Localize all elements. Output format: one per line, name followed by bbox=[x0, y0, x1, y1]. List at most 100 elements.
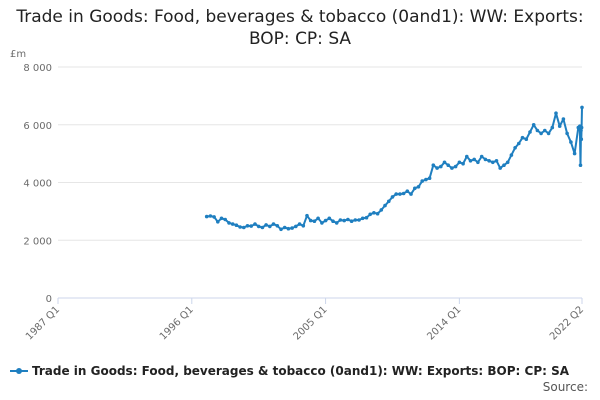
data-point[interactable] bbox=[390, 195, 395, 199]
data-point[interactable] bbox=[349, 219, 354, 223]
data-point[interactable] bbox=[249, 224, 253, 228]
data-point[interactable] bbox=[472, 157, 477, 162]
data-point[interactable] bbox=[323, 218, 328, 223]
data-point[interactable] bbox=[550, 125, 555, 130]
data-point[interactable] bbox=[379, 208, 384, 212]
data-point[interactable] bbox=[535, 128, 540, 133]
data-point[interactable] bbox=[334, 221, 339, 225]
data-point[interactable] bbox=[290, 226, 294, 230]
data-point[interactable] bbox=[234, 223, 239, 227]
data-point[interactable] bbox=[580, 105, 584, 110]
data-point[interactable] bbox=[383, 203, 387, 208]
data-point[interactable] bbox=[331, 219, 335, 223]
data-point[interactable] bbox=[468, 159, 473, 163]
data-point[interactable] bbox=[387, 199, 391, 204]
data-point[interactable] bbox=[579, 125, 584, 130]
data-point[interactable] bbox=[461, 161, 465, 166]
data-point[interactable] bbox=[268, 224, 272, 229]
data-point[interactable] bbox=[223, 217, 227, 222]
data-point[interactable] bbox=[505, 160, 510, 165]
data-point[interactable] bbox=[260, 225, 265, 230]
data-point[interactable] bbox=[275, 224, 280, 228]
data-point[interactable] bbox=[219, 216, 224, 221]
data-point[interactable] bbox=[227, 221, 231, 225]
data-point[interactable] bbox=[286, 226, 291, 231]
data-point[interactable] bbox=[308, 218, 313, 223]
data-point[interactable] bbox=[465, 154, 469, 159]
data-point[interactable] bbox=[543, 128, 547, 133]
data-point[interactable] bbox=[431, 163, 436, 167]
data-point[interactable] bbox=[557, 124, 562, 128]
data-point[interactable] bbox=[569, 140, 573, 144]
data-point[interactable] bbox=[327, 216, 332, 221]
data-point[interactable] bbox=[479, 154, 484, 159]
data-point[interactable] bbox=[578, 163, 583, 167]
data-point[interactable] bbox=[398, 192, 402, 196]
data-point[interactable] bbox=[416, 185, 421, 189]
data-point[interactable] bbox=[279, 227, 283, 232]
data-point[interactable] bbox=[531, 123, 536, 127]
data-point[interactable] bbox=[487, 159, 491, 163]
data-point[interactable] bbox=[565, 131, 569, 136]
data-point[interactable] bbox=[439, 164, 443, 169]
data-point[interactable] bbox=[320, 221, 324, 225]
data-point[interactable] bbox=[264, 223, 268, 227]
data-point[interactable] bbox=[230, 222, 235, 226]
data-point[interactable] bbox=[360, 216, 365, 221]
legend[interactable]: Trade in Goods: Food, beverages & tobacc… bbox=[10, 364, 590, 378]
data-point[interactable] bbox=[509, 153, 514, 157]
data-point[interactable] bbox=[420, 179, 425, 183]
data-point[interactable] bbox=[491, 160, 495, 165]
data-point[interactable] bbox=[483, 157, 488, 162]
data-point[interactable] bbox=[457, 160, 462, 165]
data-point[interactable] bbox=[546, 131, 551, 136]
data-point[interactable] bbox=[561, 117, 566, 121]
data-point[interactable] bbox=[539, 131, 543, 136]
data-point[interactable] bbox=[212, 215, 216, 219]
data-point[interactable] bbox=[305, 213, 309, 218]
data-point[interactable] bbox=[442, 160, 447, 165]
data-point[interactable] bbox=[513, 146, 517, 150]
data-point[interactable] bbox=[528, 130, 532, 134]
data-point[interactable] bbox=[413, 186, 417, 191]
data-point[interactable] bbox=[572, 151, 577, 156]
data-point[interactable] bbox=[342, 218, 347, 223]
data-point[interactable] bbox=[316, 216, 320, 221]
data-point[interactable] bbox=[394, 192, 399, 196]
data-point[interactable] bbox=[517, 141, 521, 146]
data-point[interactable] bbox=[409, 192, 413, 196]
data-point[interactable] bbox=[424, 177, 428, 182]
data-point[interactable] bbox=[357, 218, 361, 222]
data-point[interactable] bbox=[401, 191, 406, 196]
data-point[interactable] bbox=[364, 215, 369, 220]
data-point[interactable] bbox=[435, 166, 439, 170]
data-point[interactable] bbox=[245, 224, 250, 228]
data-point[interactable] bbox=[368, 212, 373, 217]
data-point[interactable] bbox=[301, 224, 306, 228]
data-point[interactable] bbox=[238, 225, 242, 229]
data-point[interactable] bbox=[450, 166, 454, 170]
data-point[interactable] bbox=[375, 211, 380, 216]
data-point[interactable] bbox=[498, 166, 503, 170]
data-point[interactable] bbox=[294, 224, 298, 229]
data-point[interactable] bbox=[427, 176, 432, 180]
data-point[interactable] bbox=[338, 218, 343, 222]
data-point[interactable] bbox=[297, 222, 302, 226]
data-point[interactable] bbox=[256, 224, 261, 229]
data-point[interactable] bbox=[346, 217, 350, 222]
data-point[interactable] bbox=[453, 164, 458, 169]
data-point[interactable] bbox=[502, 163, 506, 167]
data-point[interactable] bbox=[282, 225, 287, 230]
data-point[interactable] bbox=[554, 111, 558, 115]
data-point[interactable] bbox=[372, 211, 376, 215]
data-point[interactable] bbox=[353, 218, 358, 222]
data-point[interactable] bbox=[405, 189, 410, 193]
data-point[interactable] bbox=[271, 222, 276, 226]
data-point[interactable] bbox=[208, 214, 213, 218]
data-point[interactable] bbox=[253, 222, 257, 226]
data-point[interactable] bbox=[446, 163, 451, 167]
data-point[interactable] bbox=[579, 137, 584, 141]
data-point[interactable] bbox=[216, 220, 220, 224]
data-point[interactable] bbox=[494, 159, 499, 163]
data-point[interactable] bbox=[312, 219, 317, 223]
